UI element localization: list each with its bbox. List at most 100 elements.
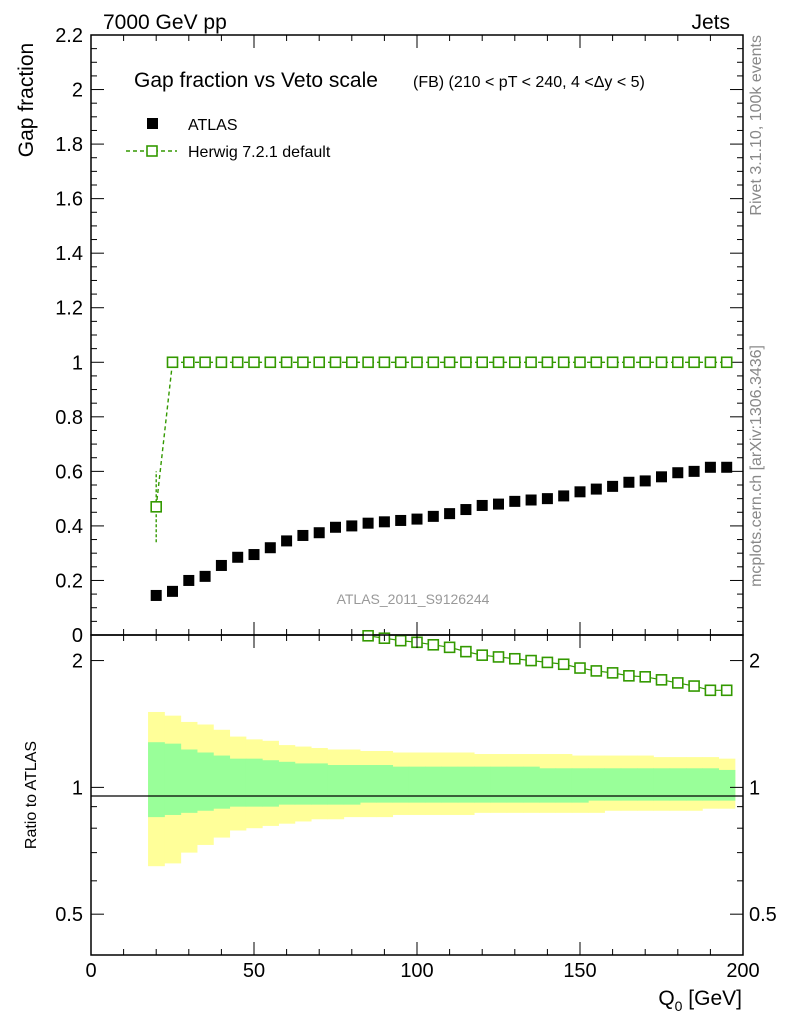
atlas-point [297, 529, 309, 541]
atlas-point [183, 574, 195, 586]
atlas-point [330, 521, 341, 533]
atlas-point [558, 490, 570, 502]
atlas-point [721, 461, 733, 473]
herwig-point [394, 356, 407, 369]
mcplots-reference-label: mcplots.cern.ch [arXiv:1306.3436] [748, 345, 765, 587]
ratio-point [704, 684, 717, 697]
herwig-point [150, 501, 162, 513]
herwig-point [574, 356, 586, 369]
ratio-point [525, 654, 537, 667]
main-y-tick-label: 1.2 [55, 298, 83, 320]
ratio-green-band [196, 752, 214, 811]
atlas-point [672, 467, 684, 479]
ratio-y-tick-label-right: 1 [749, 777, 760, 799]
x-axis-label: Q0 [GeV] [658, 987, 742, 1014]
ratio-green-band [376, 765, 394, 803]
ratio-green-band [148, 742, 165, 818]
atlas-point [688, 465, 700, 477]
ratio-point [720, 684, 733, 697]
atlas-point [150, 589, 162, 601]
atlas-point [444, 508, 456, 520]
ratio-green-band [294, 763, 312, 805]
atlas-point [199, 570, 211, 582]
ratio-point [557, 658, 570, 671]
atlas-point [476, 499, 488, 511]
herwig-point [590, 356, 603, 369]
main-y-tick-label: 1 [72, 352, 83, 374]
ratio-point [623, 670, 635, 682]
herwig-point [362, 356, 374, 369]
chart-title: Gap fraction vs Veto scale [134, 69, 378, 92]
atlas-point [395, 514, 407, 526]
ratio-y-tick-label-right: 0.5 [749, 904, 777, 926]
ratio-green-band [229, 758, 247, 807]
header-right-label: Jets [691, 11, 730, 34]
atlas-point [346, 520, 358, 532]
ratio-green-band [311, 763, 328, 805]
atlas-point [590, 483, 602, 495]
herwig-point [378, 356, 391, 369]
main-y-tick-label: 1.8 [55, 134, 83, 156]
ratio-point [508, 652, 521, 665]
main-y-tick-label: 2.2 [55, 25, 83, 47]
atlas-point [313, 527, 325, 539]
ratio-green-band [718, 769, 736, 801]
herwig-point [476, 356, 489, 369]
legend: ATLAS Herwig 7.2.1 default [126, 117, 331, 161]
ratio-green-band [262, 760, 279, 807]
x-tick-label: 150 [563, 960, 596, 982]
ratio-point [606, 667, 619, 679]
legend-herwig-label: Herwig 7.2.1 default [188, 144, 331, 161]
atlas-point [525, 494, 537, 506]
atlas-point [704, 461, 716, 473]
herwig-point [688, 356, 700, 369]
atlas-point [264, 542, 276, 554]
ratio-y-tick-label: 0.5 [55, 904, 83, 926]
herwig-point [704, 356, 717, 369]
herwig-point [215, 356, 228, 369]
herwig-point [248, 356, 260, 369]
legend-herwig-marker [146, 145, 158, 157]
atlas-point [167, 585, 178, 597]
ratio-green-band [620, 768, 638, 801]
x-tick-label: 50 [243, 960, 265, 982]
atlas-point [639, 475, 651, 487]
atlas-point [362, 517, 374, 529]
ratio-green-band [637, 768, 654, 801]
herwig-point [606, 356, 619, 369]
ratio-green-band [392, 766, 410, 803]
herwig-point [720, 356, 733, 369]
ratio-point [541, 656, 554, 669]
ratio-y-tick-label: 1 [72, 777, 83, 799]
atlas-point [427, 510, 439, 522]
header-left-label: 7000 GeV pp [103, 11, 227, 34]
herwig-point [411, 356, 423, 369]
herwig-point [166, 356, 179, 369]
main-y-tick-label: 0.4 [55, 516, 83, 538]
ratio-y-ticks: 0.5 0.5 1 1 2 2 [55, 651, 777, 927]
herwig-point [329, 356, 342, 369]
atlas-point [493, 498, 504, 510]
ratio-green-band [327, 765, 345, 805]
herwig-point [671, 356, 684, 369]
main-y-tick-label: 0.2 [55, 570, 83, 592]
herwig-point [557, 356, 570, 369]
ratio-green-band [359, 765, 377, 803]
ratio-green-band [571, 768, 589, 803]
ratio-green-band [213, 755, 231, 809]
main-panel: 0 0.2 0.4 0.6 0.8 1 1.2 1.4 1.6 1.8 2 2.2 Gap fract… [15, 25, 744, 647]
ratio-uncertainty-bands [148, 711, 736, 867]
ratio-green-band [539, 768, 557, 803]
ratio-green-band [180, 749, 198, 813]
ratio-green-band [653, 768, 671, 801]
ratio-point [574, 662, 586, 674]
chart-subtitle: (FB) (210 < pT < 240, 4 <Δy < 5) [413, 74, 645, 91]
herwig-point [443, 356, 456, 369]
ratio-panel: 0.5 0.5 1 1 2 2 0 50 100 150 200 Ratio to ATLAS Q… [23, 629, 777, 1014]
x-tick-label: 200 [726, 960, 759, 982]
ratio-point [655, 674, 668, 686]
main-y-axis-label: Gap fraction [15, 43, 38, 157]
ratio-green-band [588, 768, 605, 801]
ratio-y-axis-label: Ratio to ATLAS [23, 741, 40, 849]
